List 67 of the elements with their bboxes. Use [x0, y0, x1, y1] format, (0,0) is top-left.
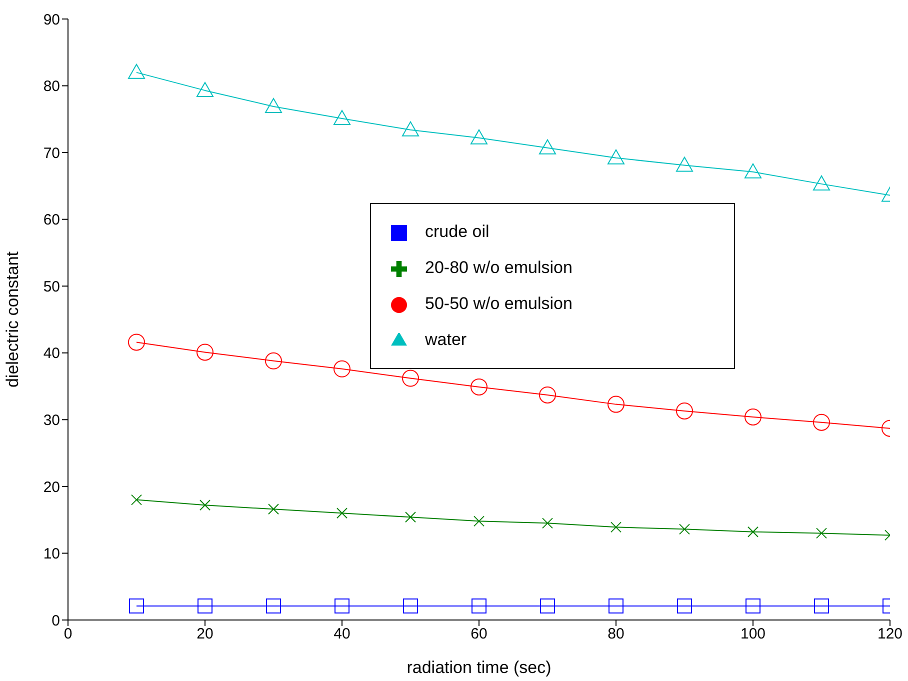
point — [816, 528, 827, 539]
point — [403, 598, 418, 614]
point — [470, 129, 488, 144]
point — [608, 396, 624, 413]
point — [676, 156, 693, 172]
y-tick-label: 90 — [43, 11, 60, 28]
y-tick-label: 0 — [52, 612, 60, 630]
point — [128, 64, 145, 79]
x-tick-label: 80 — [608, 626, 624, 643]
point — [540, 598, 555, 614]
point — [265, 352, 282, 370]
legend-label: 20-80 w/o emulsion — [425, 258, 572, 277]
point — [744, 408, 762, 426]
point — [677, 598, 692, 614]
point — [129, 598, 144, 614]
y-tick-label: 40 — [43, 345, 60, 362]
legend-label: 50-50 w/o emulsion — [425, 294, 572, 313]
point — [334, 360, 350, 378]
point — [813, 414, 830, 431]
x-tick-label: 100 — [740, 626, 766, 643]
point — [679, 524, 690, 535]
x-tick-label: 0 — [64, 626, 72, 643]
point — [265, 98, 282, 113]
x-tick-label: 40 — [334, 626, 350, 643]
point — [131, 494, 142, 506]
x-axis-title: radiation time (sec) — [406, 658, 552, 677]
y-tick-label: 80 — [43, 78, 60, 96]
point — [470, 378, 488, 396]
x-tick-label: 20 — [196, 626, 214, 643]
point — [472, 598, 486, 614]
point — [334, 110, 350, 125]
point — [402, 121, 419, 136]
point — [676, 402, 693, 420]
point — [266, 598, 281, 614]
point — [608, 149, 624, 164]
point — [200, 500, 210, 511]
x-tick-label: 60 — [470, 626, 488, 643]
point — [608, 598, 624, 614]
point — [748, 526, 758, 538]
point — [128, 334, 145, 351]
x-tick-label: 120 — [877, 626, 903, 643]
y-tick-label: 50 — [43, 278, 60, 296]
y-tick-label: 70 — [43, 144, 60, 162]
point — [539, 386, 556, 404]
point — [744, 163, 762, 178]
point — [813, 175, 830, 190]
point — [196, 82, 214, 97]
y-tick-label: 10 — [43, 546, 60, 563]
point — [746, 598, 760, 614]
point — [542, 518, 553, 529]
y-tick-label: 30 — [43, 412, 60, 429]
point — [334, 598, 350, 614]
point — [405, 512, 416, 523]
y-axis-title: dielectric constant — [3, 251, 22, 388]
point — [814, 598, 829, 614]
point — [198, 598, 212, 614]
legend-label: crude oil — [425, 222, 490, 241]
point — [474, 516, 484, 527]
point — [402, 370, 419, 387]
y-tick-label: 60 — [43, 212, 60, 229]
point — [196, 344, 214, 361]
point — [268, 504, 279, 515]
y-tick-label: 20 — [43, 478, 60, 496]
point — [610, 522, 622, 533]
legend-label: water — [425, 330, 467, 349]
point — [539, 139, 556, 154]
point — [336, 508, 348, 519]
